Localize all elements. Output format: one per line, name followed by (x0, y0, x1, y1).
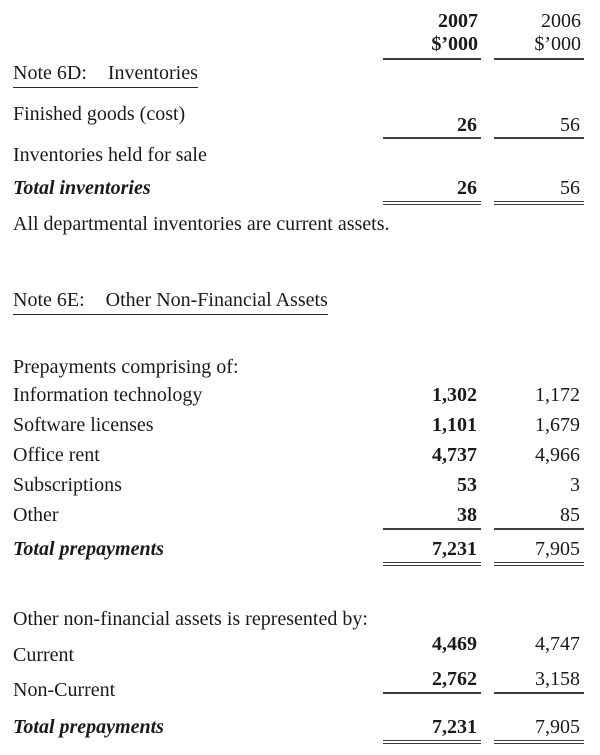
table-row-total-prepayments-bottom: Total prepayments 7,231 7,905 (0, 716, 600, 744)
row-label: Information technology (13, 384, 203, 406)
value-2006: 4,747 (535, 633, 580, 655)
value-2006: 85 (494, 504, 584, 530)
table-row-finished-goods: Finished goods (cost) 26 56 (0, 103, 600, 139)
table-row-software-licenses: Software licenses 1,101 1,679 (0, 414, 600, 444)
row-label: Finished goods (cost) (13, 103, 186, 125)
row-label: Total prepayments (13, 538, 164, 560)
value-2006: 7,905 (494, 538, 584, 566)
note-6e-underlined-title: Note 6E: Other Non-Financial Assets (13, 289, 328, 315)
table-row-non-current: Non-Current 2,762 3,158 (0, 668, 600, 701)
row-label: Total prepayments (13, 716, 164, 738)
value-2006: 3,158 (494, 668, 584, 694)
row-label: Software licenses (13, 414, 154, 436)
column-header-row: 2007 $’000 2006 $’000 (0, 10, 600, 60)
table-row-inventories-held: Inventories held for sale (0, 144, 600, 167)
column-header-2006: 2006 $’000 (494, 10, 584, 60)
value-2007: 4,469 (432, 633, 477, 655)
value-2007: 53 (457, 474, 477, 496)
value-2006: 1,679 (535, 414, 580, 436)
unit-2007-label: $’000 (431, 33, 478, 55)
table-row-total-prepayments: Total prepayments 7,231 7,905 (0, 538, 600, 566)
value-2006: 56 (494, 177, 584, 205)
table-row-current: Current 4,469 4,747 (0, 633, 600, 668)
row-label: Office rent (13, 444, 100, 466)
value-2007: 1,302 (432, 384, 477, 406)
row-label: Total inventories (13, 177, 151, 199)
note-6d-label: Note 6D: (13, 62, 87, 84)
value-2006: 56 (494, 103, 584, 139)
note-6e-title: Other Non-Financial Assets (105, 289, 328, 311)
row-label: Subscriptions (13, 474, 122, 496)
value-2007: 7,231 (383, 538, 481, 566)
table-row-other: Other 38 85 (0, 504, 600, 534)
value-2007: 7,231 (383, 716, 481, 744)
unit-2006-label: $’000 (534, 33, 581, 55)
value-2006: 1,172 (535, 384, 580, 406)
value-2006: 3 (570, 474, 580, 496)
value-2007: 26 (383, 177, 481, 205)
value-2007: 38 (383, 504, 481, 530)
row-label-text: Non-Current (13, 679, 116, 701)
note-6e-label: Note 6E: (13, 289, 85, 311)
note-6e-heading: Note 6E: Other Non-Financial Assets (13, 289, 600, 315)
year-2007-label: 2007 (438, 10, 478, 32)
value-2007: 2,762 (383, 668, 481, 694)
value-2006: 4,966 (535, 444, 580, 466)
table-row-office-rent: Office rent 4,737 4,966 (0, 444, 600, 474)
represented-intro: Other non-financial assets is represente… (13, 608, 368, 630)
inventories-footnote: All departmental inventories are current… (13, 213, 390, 235)
table-row-information-technology: Information technology 1,302 1,172 (0, 384, 600, 414)
row-label: Non-Current (13, 668, 370, 701)
value-2007: 26 (383, 103, 481, 139)
value-2007: 1,101 (432, 414, 477, 436)
year-2006-label: 2006 (541, 10, 581, 32)
value-2006: 7,905 (494, 716, 584, 744)
column-header-2007: 2007 $’000 (383, 10, 481, 60)
row-label: Current (13, 633, 370, 666)
row-label-text: Current (13, 644, 75, 666)
note-6d-title: Inventories (107, 62, 198, 84)
value-2007: 4,737 (432, 444, 477, 466)
table-row-total-inventories: Total inventories 26 56 (0, 177, 600, 205)
row-label: Inventories held for sale (13, 144, 207, 166)
row-label: Other (13, 504, 59, 526)
note-6d-underlined-title: Note 6D: Inventories (13, 62, 198, 88)
prepayments-intro: Prepayments comprising of: (13, 356, 239, 378)
note-6d-heading: Note 6D: Inventories (13, 62, 600, 88)
table-row-subscriptions: Subscriptions 53 3 (0, 474, 600, 504)
